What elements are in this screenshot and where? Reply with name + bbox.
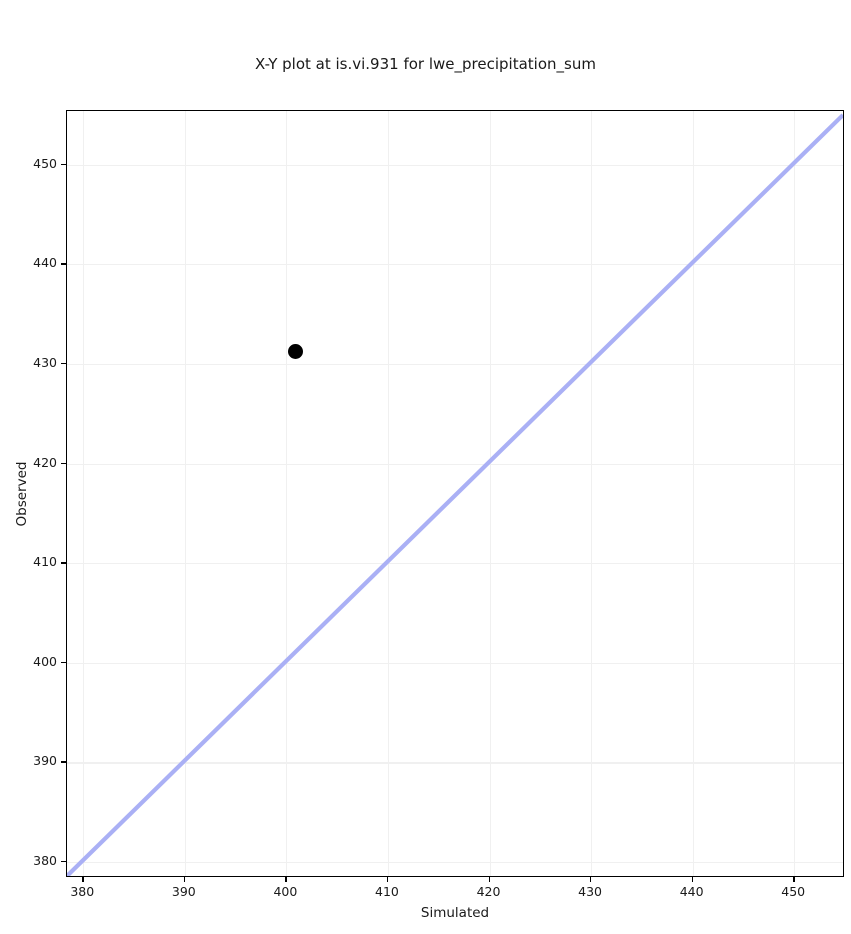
gridline-vertical bbox=[489, 111, 491, 876]
y-axis-tick-label: 430 bbox=[33, 355, 57, 370]
gridline-horizontal bbox=[67, 662, 843, 664]
y-axis-label-text: Observed bbox=[14, 461, 30, 527]
data-point-marker[interactable] bbox=[288, 343, 304, 359]
x-axis-tick-label: 410 bbox=[375, 884, 399, 899]
gridline-vertical bbox=[692, 111, 694, 876]
y-axis-tick-label: 390 bbox=[33, 753, 57, 769]
x-axis-tick bbox=[691, 877, 693, 882]
plot-area[interactable] bbox=[66, 110, 844, 877]
y-axis-tick bbox=[61, 263, 66, 265]
x-axis-tick bbox=[590, 877, 592, 882]
gridline-horizontal bbox=[67, 264, 843, 266]
y-axis-tick-label: 420 bbox=[33, 454, 57, 470]
gridline-horizontal bbox=[67, 563, 843, 565]
y-axis-tick-label: 450 bbox=[33, 155, 57, 171]
gridline-horizontal bbox=[67, 762, 843, 764]
y-axis-tick-label: 380 bbox=[33, 853, 57, 869]
y-axis-tick bbox=[61, 562, 66, 564]
x-axis-tick-label: 390 bbox=[171, 884, 196, 899]
x-axis-tick bbox=[82, 877, 84, 882]
x-axis-tick-label: 380 bbox=[70, 884, 95, 899]
x-axis-tick-label: 400 bbox=[273, 884, 298, 899]
x-axis-label: Simulated bbox=[420, 905, 490, 921]
x-axis-tick-label: 440 bbox=[679, 884, 704, 899]
x-axis-tick-label: 450 bbox=[781, 884, 806, 899]
y-axis-tick bbox=[61, 861, 66, 863]
y-axis-tick bbox=[61, 661, 66, 664]
gridline-horizontal bbox=[67, 862, 843, 864]
gridline-horizontal bbox=[67, 164, 843, 166]
one-to-one-reference-line bbox=[67, 111, 843, 876]
y-axis-tick-label: 400 bbox=[33, 653, 57, 669]
x-axis-tick bbox=[793, 877, 795, 882]
chart-title-line-1: X-Y plot at is.vi.931 for lwe_precipitat… bbox=[255, 55, 596, 73]
y-axis-tick bbox=[61, 761, 66, 763]
gridline-vertical bbox=[794, 111, 796, 876]
x-axis-tick-label: 430 bbox=[578, 884, 602, 899]
gridline-vertical bbox=[387, 111, 390, 876]
y-axis-tick bbox=[61, 462, 66, 464]
gridline-horizontal bbox=[67, 463, 843, 465]
gridline-horizontal bbox=[67, 364, 843, 366]
gridline-vertical bbox=[286, 111, 288, 876]
x-axis-tick bbox=[386, 877, 389, 882]
y-axis-tick-label: 410 bbox=[33, 554, 57, 570]
gridline-vertical bbox=[83, 111, 85, 876]
y-axis-tick bbox=[61, 163, 66, 166]
x-axis-tick bbox=[285, 877, 287, 882]
x-axis-tick bbox=[183, 877, 186, 882]
x-axis-tick-label: 420 bbox=[476, 884, 501, 899]
y-axis-tick-label: 440 bbox=[33, 255, 57, 271]
y-axis-tick bbox=[61, 363, 66, 365]
gridline-vertical bbox=[184, 111, 186, 876]
gridline-vertical bbox=[591, 111, 593, 876]
x-axis-tick bbox=[488, 877, 490, 882]
